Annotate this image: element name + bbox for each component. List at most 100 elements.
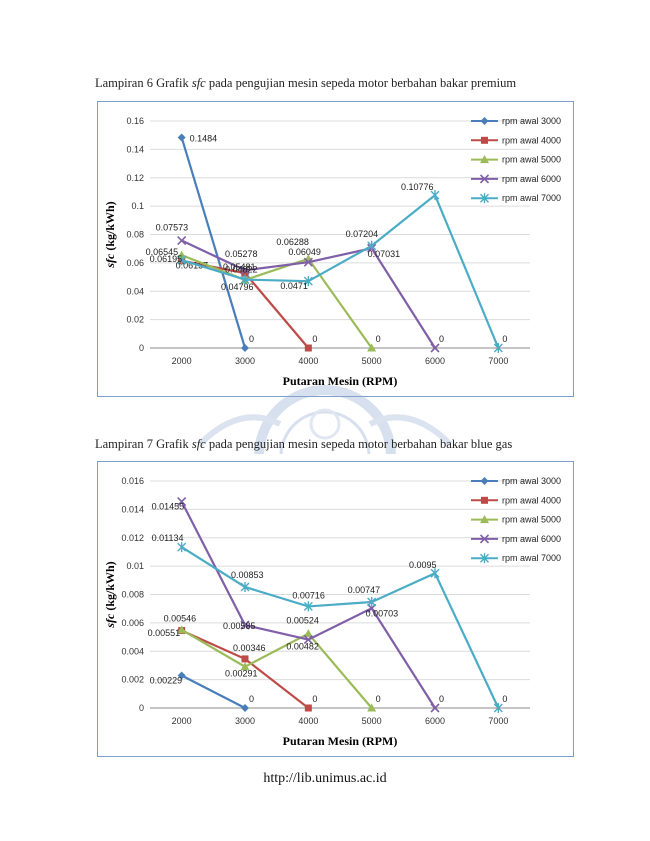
legend-marker [479,174,490,184]
data-point [241,344,249,352]
data-label: 0.00585 [223,621,256,631]
legend-marker [480,117,489,125]
legend-entry: rpm awal 5000 [502,155,561,165]
data-point [367,240,377,251]
data-label: 0.07031 [368,249,401,259]
data-label: 0.05278 [225,249,258,259]
data-label: 0.06288 [276,237,309,247]
data-label: 0.0095 [409,560,437,570]
series-rpm-awal-6000: 0.07573 0.05481 0.06049 0.07031 0 [156,223,444,353]
x-axis-title: Putaran Mesin (RPM) [283,374,398,388]
sfc-chart-premium: 0 0.02 0.04 0.06 0.08 0.1 0.12 0.14 0.16 2000 3000… [97,101,574,397]
data-label: 0.10776 [401,182,434,192]
gridlines [150,480,530,709]
data-label: 0.06545 [146,247,179,257]
data-label: 0 [376,334,381,344]
data-point [367,703,377,712]
data-point [493,343,503,353]
legend-marker [479,534,490,544]
data-label: 0 [312,334,317,344]
x-tick-label: 6000 [425,356,445,366]
data-label: 0 [439,694,444,704]
x-tick-label: 7000 [488,716,508,726]
data-label: 0.00551 [148,628,181,638]
series-line [181,674,246,709]
legend-entry: rpm awal 3000 [502,476,561,486]
data-point [240,274,250,285]
data-point [240,662,250,671]
y-tick-label: 0.008 [121,590,144,600]
chart-caption-premium: Lampiran 6 Grafik sfc pada pengujian mes… [95,76,516,91]
y-tick-label: 0.004 [121,646,144,656]
legend-entry: rpm awal 6000 [502,174,561,184]
y-tick-label: 0.014 [121,504,144,514]
data-point [177,255,187,266]
data-label: 0.00229 [150,676,183,686]
y-tick-label: 0.08 [126,230,144,240]
data-label: 0.00346 [233,643,266,653]
data-point [303,257,313,267]
data-point [240,581,250,592]
x-tick-label: 7000 [488,356,508,366]
chart-caption-bluegas: Lampiran 7 Grafik sfc pada pengujian mes… [95,437,512,452]
data-point [430,190,440,201]
legend-marker [480,155,489,164]
caption-prefix: Lampiran 6 Grafik [95,76,192,90]
series-line [181,254,373,349]
data-label: 0.00482 [286,642,319,652]
caption-prefix: Lampiran 7 Grafik [95,437,192,451]
y-tick-label: 0.02 [126,315,144,325]
data-label: 0.00853 [231,570,264,580]
data-point [177,625,187,634]
data-label: 0.07573 [156,223,189,233]
y-tick-label: 0 [139,343,144,353]
data-point [367,597,377,608]
y-tick-label: 0.012 [121,533,144,543]
legend: rpm awal 3000 rpm awal 4000 rpm awal 5000 r… [471,476,561,563]
data-label: 0.06195 [150,254,183,264]
y-axis-title-unit: (kg/kWh) [103,201,117,253]
data-label: 0 [312,694,317,704]
data-point [303,601,313,612]
legend-entry: rpm awal 4000 [502,495,561,505]
series-rpm-awal-5000: 0.00551 0.00291 0.00524 0 [148,616,381,712]
data-point [240,265,250,275]
y-tick-label: 0.1 [131,201,144,211]
x-tick-label: 3000 [235,716,255,726]
y-tick-label: 0 [139,703,144,713]
data-label: 0.00716 [292,590,325,600]
x-tick-label: 4000 [298,356,318,366]
data-label: 0 [249,694,254,704]
data-point [241,704,249,712]
data-label: 0.01455 [152,502,185,512]
series-rpm-awal-5000: 0.06545 0.04796 0.06288 0 [146,237,381,352]
data-label: 0.05481 [223,262,256,272]
x-tick-label: 6000 [425,716,445,726]
data-label: 0.04822 [225,265,258,275]
data-label: 0.0471 [280,281,308,291]
legend-entry: rpm awal 7000 [502,193,561,203]
data-point [367,343,377,352]
data-point [303,635,313,645]
legend: rpm awal 3000 rpm awal 4000 rpm awal 5000 r… [471,116,561,204]
y-tick-label: 0.04 [126,286,144,296]
series-line [181,546,500,709]
y-tick-label: 0.12 [126,173,144,183]
legend-entry: rpm awal 3000 [502,116,561,126]
legend-marker [480,477,489,485]
series-rpm-awal-3000: 0.00229 0 [150,671,254,712]
legend-entry: rpm awal 6000 [502,534,561,544]
y-axis-title-italic: sfc [103,613,117,629]
data-point [304,704,312,712]
legend-marker [480,515,489,524]
y-tick-label: 0.006 [121,618,144,628]
caption-suffix: pada pengujian mesin sepeda motor berbah… [205,437,513,451]
series-rpm-awal-7000: 0.06195 0.04822 0.0471 0.07204 0.10776 0 [150,182,507,353]
x-tick-label: 4000 [298,716,318,726]
data-label: 0 [249,334,254,344]
legend-entry: rpm awal 4000 [502,135,561,145]
y-tick-label: 0.06 [126,258,144,268]
footer-url[interactable]: http://lib.unimus.ac.id [263,771,387,786]
legend-entry: rpm awal 5000 [502,515,561,525]
series-rpm-awal-6000: 0.01455 0.00585 0.00482 0.00703 0 [152,497,444,713]
